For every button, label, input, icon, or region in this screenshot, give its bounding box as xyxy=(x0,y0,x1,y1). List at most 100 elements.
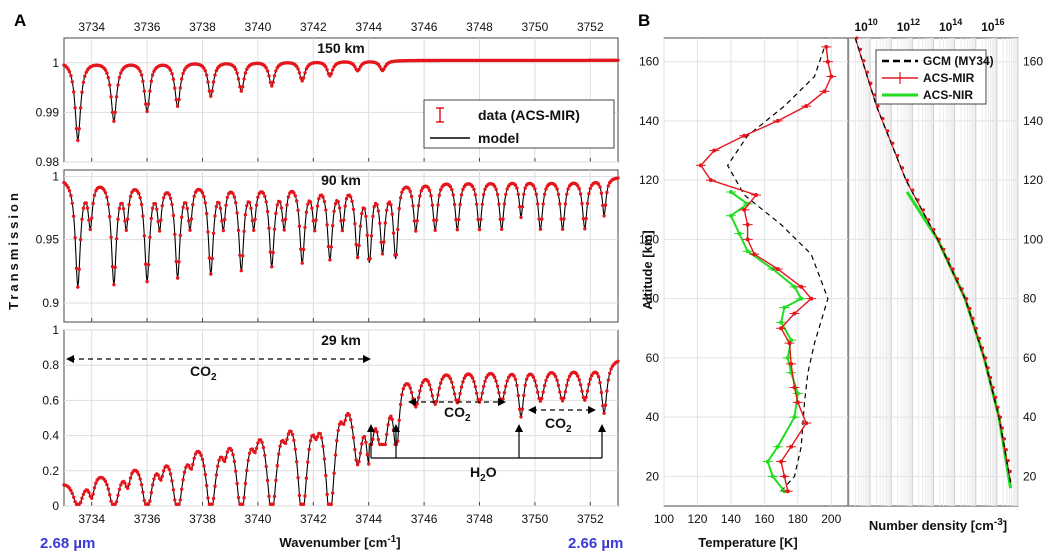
data-point xyxy=(556,383,561,388)
data-point xyxy=(78,500,83,505)
data-point xyxy=(116,493,120,497)
profile-point xyxy=(737,231,742,236)
data-point xyxy=(427,383,432,387)
data-point xyxy=(178,498,182,502)
altitude-label: 150 km xyxy=(317,40,364,56)
data-point xyxy=(225,195,230,200)
temp-x-tick-label: 200 xyxy=(821,512,841,526)
data-point xyxy=(128,476,133,480)
profile-point xyxy=(712,148,717,153)
data-point xyxy=(242,77,246,81)
data-point xyxy=(220,219,224,223)
data-point xyxy=(66,67,70,71)
data-point xyxy=(142,234,146,238)
data-point xyxy=(170,202,174,207)
spectra-panel: 0.98 0.99 1 150 km 0.9 0.95 1 90 km 0 0.2 0.4 0.6 0.… xyxy=(6,20,623,552)
data-point xyxy=(126,486,130,490)
data-point xyxy=(189,467,194,471)
y-tick-label: 1 xyxy=(52,169,59,183)
data-point xyxy=(249,206,253,210)
data-point xyxy=(336,428,340,433)
data-point xyxy=(497,202,501,206)
data-point xyxy=(282,228,286,232)
bottom-x-tick-label: 3738 xyxy=(189,512,216,526)
y-tick-label: 0.4 xyxy=(42,429,59,443)
data-point xyxy=(577,187,581,191)
data-point xyxy=(372,204,376,209)
data-point xyxy=(103,479,108,484)
profile-point xyxy=(782,305,787,310)
data-point xyxy=(74,126,79,131)
data-point xyxy=(580,201,584,206)
data-point xyxy=(256,195,260,199)
profile-point xyxy=(1008,469,1012,473)
y-tick-label: 1 xyxy=(52,56,59,70)
profile-point xyxy=(1002,437,1007,441)
data-point xyxy=(66,185,70,190)
profile-point xyxy=(752,252,757,257)
data-point xyxy=(283,441,288,446)
profile-point xyxy=(785,355,790,360)
data-point xyxy=(267,226,271,230)
density-panel: 1010 1012 1014 1016 20 40 60 80 100 120 140 160 xyxy=(848,17,1043,507)
data-point xyxy=(80,496,84,500)
data-point xyxy=(477,227,482,232)
data-point xyxy=(72,214,76,218)
profile-point xyxy=(779,320,784,325)
data-point xyxy=(349,195,353,199)
altitude-tick-label: 80 xyxy=(646,292,660,306)
data-point xyxy=(536,390,540,394)
data-point xyxy=(232,459,237,464)
data-point xyxy=(480,202,484,206)
data-point xyxy=(368,256,372,261)
profile-point xyxy=(946,257,951,261)
data-point xyxy=(78,237,83,242)
data-point xyxy=(331,491,335,495)
data-point xyxy=(411,204,415,208)
data-point xyxy=(94,481,98,485)
data-point xyxy=(409,194,414,199)
data-point xyxy=(103,68,108,72)
profile-point xyxy=(968,306,972,311)
data-point xyxy=(376,437,381,442)
data-point xyxy=(436,393,440,397)
data-point xyxy=(138,196,142,200)
profile-point xyxy=(901,166,905,170)
data-point xyxy=(168,196,173,200)
data-point xyxy=(173,86,177,90)
data-point xyxy=(126,217,130,221)
data-point xyxy=(383,221,387,225)
data-point xyxy=(358,451,363,455)
data-point xyxy=(375,430,379,434)
data-point xyxy=(329,72,333,76)
data-point xyxy=(430,394,435,398)
data-point xyxy=(150,483,155,487)
data-point xyxy=(92,193,97,197)
data-point xyxy=(534,384,538,388)
data-point xyxy=(229,448,234,452)
data-point xyxy=(103,191,108,195)
data-point xyxy=(265,478,270,483)
data-point xyxy=(501,217,505,221)
data-point xyxy=(523,186,527,190)
co2-label-b: CO2 xyxy=(545,415,572,435)
legend-nir-label: ACS-NIR xyxy=(923,88,973,102)
data-point xyxy=(386,423,390,427)
data-point xyxy=(318,431,322,436)
data-point xyxy=(90,496,94,500)
data-point xyxy=(181,71,185,76)
profile-point xyxy=(891,141,895,145)
temp-x-tick-label: 160 xyxy=(754,512,774,526)
data-point xyxy=(200,457,205,462)
profile-point xyxy=(792,284,797,289)
data-point xyxy=(433,402,437,406)
data-point xyxy=(202,194,206,199)
profile-point xyxy=(881,116,885,121)
top-x-tick-label: 3736 xyxy=(134,20,161,34)
data-point xyxy=(360,442,364,446)
data-point xyxy=(493,375,497,380)
data-point xyxy=(224,455,228,460)
data-point xyxy=(106,202,111,207)
data-point xyxy=(146,102,151,106)
data-point xyxy=(108,214,112,219)
